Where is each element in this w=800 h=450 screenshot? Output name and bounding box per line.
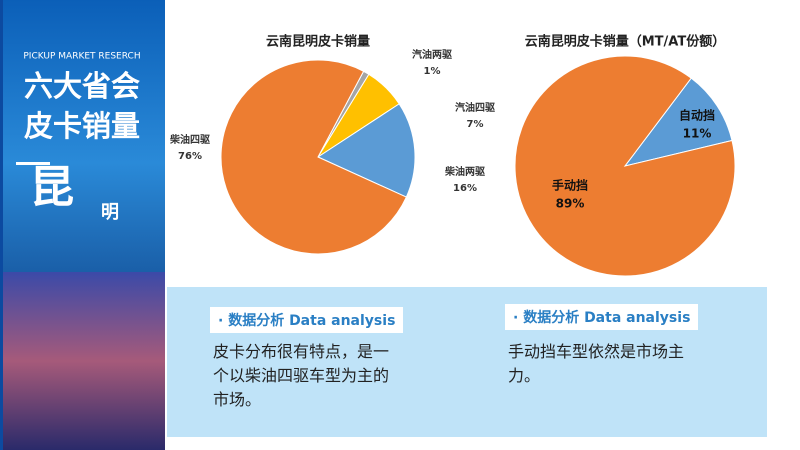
chart-title: 云南昆明皮卡销量（MT/AT份额） xyxy=(525,34,725,50)
slice-value: 16% xyxy=(453,183,477,194)
slice-label: 自动挡 xyxy=(679,108,715,123)
city-big: 昆 xyxy=(30,162,74,213)
analysis-heading: · 数据分析 Data analysis xyxy=(210,307,404,333)
sidebar-subtitle: PICKUP MARKET RESERCH xyxy=(23,52,140,62)
sidebar-title: 六大省会 xyxy=(24,69,140,103)
slice-label: 柴油四驱 xyxy=(169,133,210,146)
sidebar-photo xyxy=(0,272,165,450)
slice-label: 汽油两驱 xyxy=(412,48,452,61)
pie-slice xyxy=(623,77,733,167)
analysis-text: 手动挡车型依然是市场主力。 xyxy=(508,342,685,385)
city-small: 明 xyxy=(101,202,119,223)
chart-title: 云南昆明皮卡销量 xyxy=(266,34,370,50)
edge xyxy=(0,0,3,450)
slice-value: 7% xyxy=(467,119,484,130)
pie-slice xyxy=(316,103,416,198)
analysis-heading: · 数据分析 Data analysis xyxy=(505,304,699,330)
slice-value: 76% xyxy=(178,151,202,162)
analysis-text: 皮卡分布很有特点，是一个以柴油四驱车型为主的市场。 xyxy=(213,342,390,409)
divider xyxy=(16,162,50,165)
pie-slice xyxy=(220,59,407,255)
sidebar-title: 皮卡销量 xyxy=(24,109,140,143)
slice-value: 11% xyxy=(683,127,712,141)
slice-label: 汽油四驱 xyxy=(455,101,495,114)
pie-slice xyxy=(514,55,736,277)
sidebar-bg xyxy=(0,0,165,272)
slice-label: 柴油两驱 xyxy=(444,165,485,178)
slice-value: 89% xyxy=(556,197,585,211)
slice-value: 1% xyxy=(424,66,441,77)
slice-label: 手动挡 xyxy=(552,178,588,193)
